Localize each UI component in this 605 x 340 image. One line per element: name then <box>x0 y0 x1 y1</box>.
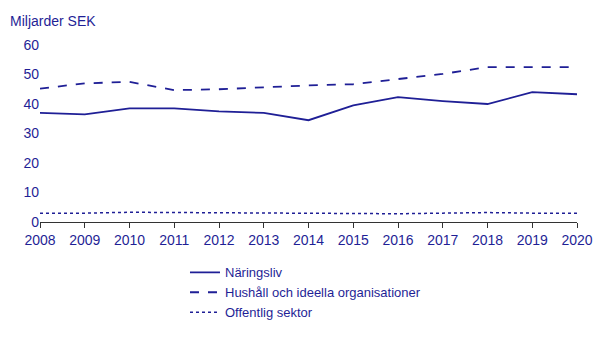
svg-text:Offentlig sektor: Offentlig sektor <box>225 305 313 320</box>
svg-text:2012: 2012 <box>203 232 234 248</box>
svg-text:0: 0 <box>31 214 39 230</box>
svg-text:2008: 2008 <box>24 232 55 248</box>
svg-text:30: 30 <box>23 125 39 141</box>
svg-text:2015: 2015 <box>338 232 369 248</box>
svg-text:Hushåll och ideella organisati: Hushåll och ideella organisationer <box>225 285 421 300</box>
svg-text:2011: 2011 <box>159 232 189 248</box>
svg-text:2017: 2017 <box>427 232 458 248</box>
svg-text:Miljarder SEK: Miljarder SEK <box>10 13 96 29</box>
svg-text:2014: 2014 <box>293 232 324 248</box>
svg-text:Näringsliv: Näringsliv <box>225 265 283 280</box>
svg-text:10: 10 <box>23 184 39 200</box>
svg-text:20: 20 <box>23 155 39 171</box>
svg-text:2019: 2019 <box>517 232 548 248</box>
svg-text:2013: 2013 <box>248 232 279 248</box>
svg-text:2010: 2010 <box>114 232 145 248</box>
svg-text:50: 50 <box>23 66 39 82</box>
svg-text:60: 60 <box>23 37 39 53</box>
svg-text:2020: 2020 <box>561 232 592 248</box>
svg-text:2009: 2009 <box>69 232 100 248</box>
svg-text:2016: 2016 <box>382 232 413 248</box>
svg-text:2018: 2018 <box>472 232 503 248</box>
svg-text:40: 40 <box>23 96 39 112</box>
